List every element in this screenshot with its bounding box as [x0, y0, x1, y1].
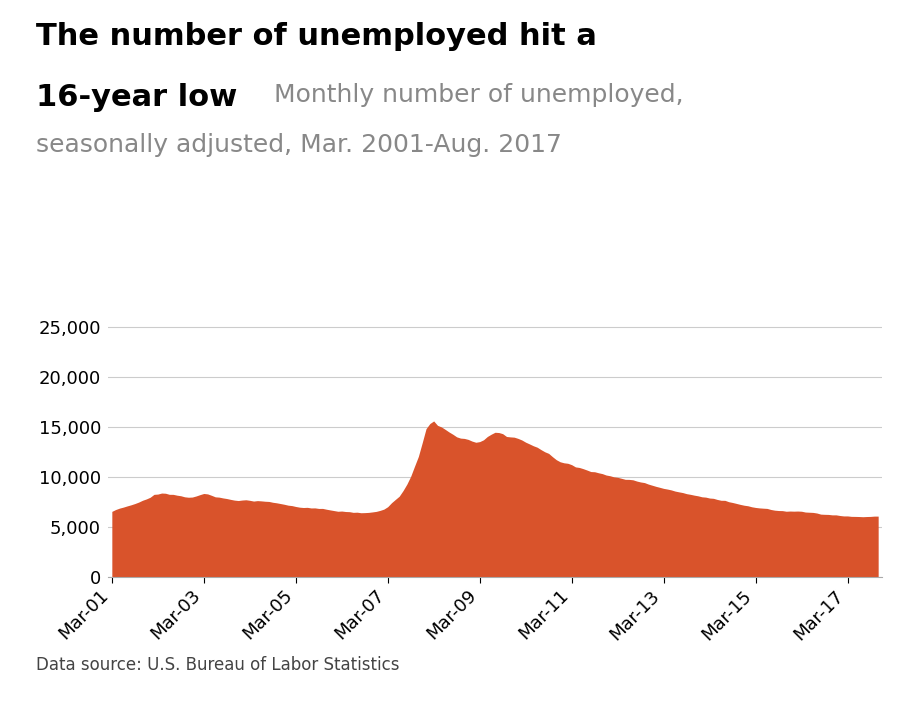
Text: Monthly number of unemployed,: Monthly number of unemployed,: [274, 83, 684, 107]
Text: Data source: U.S. Bureau of Labor Statistics: Data source: U.S. Bureau of Labor Statis…: [36, 656, 400, 674]
Text: seasonally adjusted, Mar. 2001-Aug. 2017: seasonally adjusted, Mar. 2001-Aug. 2017: [36, 133, 562, 157]
Text: 16-year low: 16-year low: [36, 83, 238, 112]
Text: The number of unemployed hit a: The number of unemployed hit a: [36, 22, 597, 50]
